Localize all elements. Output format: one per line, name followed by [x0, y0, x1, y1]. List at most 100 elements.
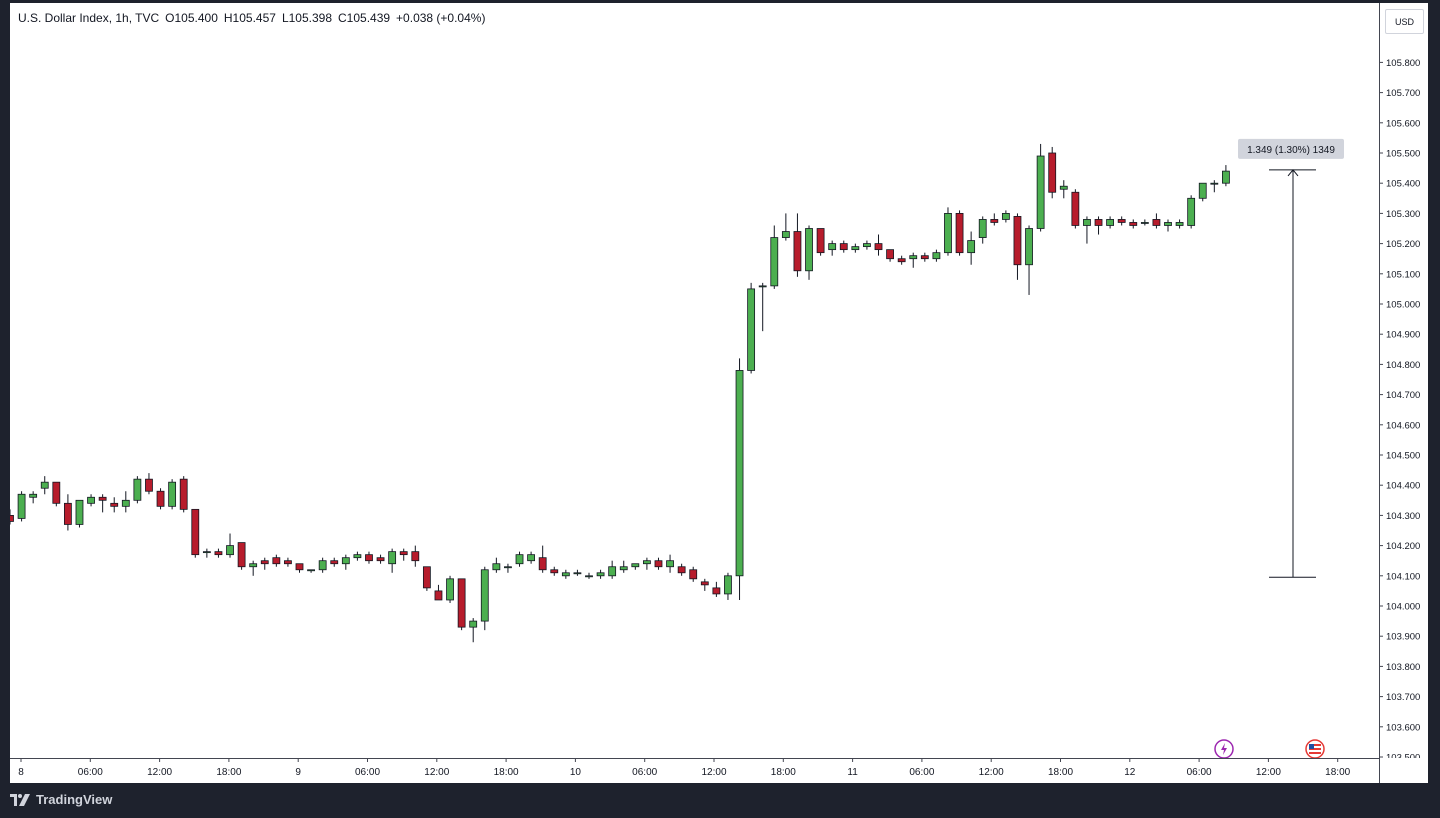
candle[interactable]	[608, 560, 617, 579]
candle[interactable]	[886, 249, 894, 262]
candle[interactable]	[168, 479, 177, 510]
candle[interactable]	[978, 216, 987, 244]
time-axis[interactable]: 8 06:00 12:00 18:00 9 06:00 12:00 18:00 10 06:00 1…	[10, 759, 1379, 784]
candle[interactable]	[110, 497, 119, 513]
candle[interactable]	[145, 473, 153, 495]
candle[interactable]	[191, 508, 200, 558]
candle[interactable]	[1036, 143, 1045, 232]
candle[interactable]	[179, 476, 188, 513]
candle[interactable]	[643, 557, 651, 570]
candle[interactable]	[712, 581, 721, 597]
candle[interactable]	[1129, 219, 1138, 229]
candle[interactable]	[133, 476, 142, 504]
candle[interactable]	[944, 207, 952, 256]
candle[interactable]	[1164, 219, 1172, 232]
candle[interactable]	[504, 563, 512, 573]
candle[interactable]	[40, 476, 49, 495]
candle[interactable]	[689, 566, 698, 582]
candle[interactable]	[457, 578, 466, 631]
candle[interactable]	[226, 533, 234, 558]
candle[interactable]	[1013, 213, 1022, 280]
candle[interactable]	[98, 494, 107, 513]
chart-frame[interactable]: 1.349 (1.30%) 1349 105.800 105.700 105.600…	[10, 3, 1428, 783]
candle[interactable]	[920, 252, 929, 262]
candle[interactable]	[770, 225, 779, 289]
candle[interactable]	[515, 551, 524, 567]
candle[interactable]	[480, 566, 489, 631]
candle[interactable]	[747, 282, 756, 374]
candle[interactable]	[156, 488, 165, 510]
candle[interactable]	[52, 481, 61, 507]
candle[interactable]	[330, 557, 339, 567]
candle[interactable]	[307, 569, 315, 573]
candle[interactable]	[538, 545, 547, 573]
candle[interactable]	[202, 548, 211, 558]
candle[interactable]	[1059, 180, 1068, 199]
candle[interactable]	[249, 560, 258, 576]
candle[interactable]	[75, 499, 84, 528]
candle[interactable]	[631, 563, 640, 570]
candle[interactable]	[897, 255, 906, 265]
candle[interactable]	[527, 551, 535, 564]
candle[interactable]	[237, 542, 246, 570]
candle[interactable]	[990, 213, 999, 226]
candle[interactable]	[550, 566, 559, 576]
candle[interactable]	[863, 240, 871, 250]
candle[interactable]	[781, 213, 790, 241]
candle[interactable]	[654, 557, 663, 570]
candle[interactable]	[376, 554, 385, 564]
candle[interactable]	[29, 491, 38, 504]
candle[interactable]	[1071, 189, 1080, 229]
candle[interactable]	[851, 243, 860, 253]
candle[interactable]	[10, 509, 14, 525]
candle[interactable]	[1025, 225, 1033, 295]
candle[interactable]	[839, 240, 848, 253]
candle[interactable]	[1117, 216, 1126, 226]
candle[interactable]	[1083, 216, 1091, 244]
candlestick-plot[interactable]: 1.349 (1.30%) 1349	[10, 3, 1379, 758]
candle[interactable]	[341, 554, 350, 570]
candle[interactable]	[585, 572, 593, 579]
candle[interactable]	[816, 228, 825, 256]
candle[interactable]	[1094, 216, 1103, 235]
candle[interactable]	[1198, 182, 1207, 202]
candle[interactable]	[399, 548, 408, 561]
candle[interactable]	[735, 358, 744, 600]
candle[interactable]	[758, 282, 767, 332]
candle[interactable]	[1210, 180, 1219, 193]
candle[interactable]	[793, 213, 802, 277]
candle[interactable]	[1175, 219, 1184, 229]
tradingview-logo[interactable]: TradingView	[10, 792, 112, 807]
candle[interactable]	[469, 618, 478, 643]
candle[interactable]	[955, 210, 964, 256]
candle[interactable]	[17, 491, 26, 522]
candle[interactable]	[561, 569, 570, 579]
candle[interactable]	[1048, 146, 1057, 199]
candle[interactable]	[1152, 213, 1161, 229]
candle[interactable]	[700, 578, 709, 591]
candle[interactable]	[422, 566, 431, 591]
candle[interactable]	[874, 234, 883, 256]
candle[interactable]	[1106, 216, 1114, 229]
candle[interactable]	[909, 252, 918, 268]
candle[interactable]	[828, 240, 837, 256]
candle[interactable]	[805, 225, 813, 280]
candle[interactable]	[932, 249, 941, 262]
candle[interactable]	[365, 551, 373, 564]
candle[interactable]	[272, 554, 281, 567]
candle[interactable]	[492, 557, 501, 573]
candle[interactable]	[1222, 165, 1230, 187]
price-axis[interactable]: 105.800 105.700 105.600 105.500 105.400 105.3…	[1380, 3, 1429, 758]
candle[interactable]	[260, 557, 269, 570]
candle[interactable]	[87, 494, 95, 507]
candle[interactable]	[121, 491, 130, 513]
candle[interactable]	[1140, 219, 1149, 226]
candle[interactable]	[1001, 210, 1010, 223]
candle[interactable]	[214, 548, 223, 558]
measure-tool[interactable]: 1.349 (1.30%) 1349	[1238, 138, 1344, 578]
candle[interactable]	[353, 551, 362, 561]
candle[interactable]	[967, 231, 976, 265]
candle[interactable]	[677, 563, 686, 576]
candle[interactable]	[619, 560, 628, 573]
candle[interactable]	[284, 557, 292, 567]
